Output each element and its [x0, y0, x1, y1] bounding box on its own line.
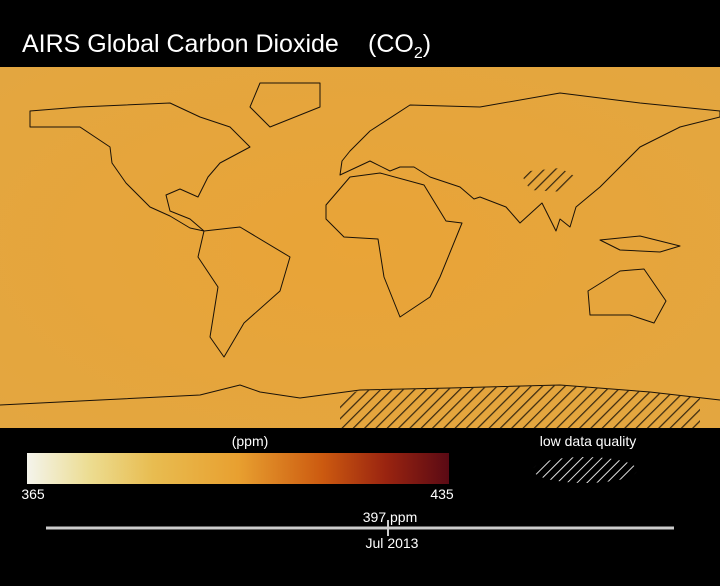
legend-hatch — [533, 457, 637, 483]
low-quality-region — [340, 385, 700, 428]
title-formula: (CO2) — [368, 30, 431, 62]
year: 2013 — [387, 535, 418, 551]
formula-part: ) — [423, 30, 431, 58]
formula-subscript: 2 — [414, 45, 423, 62]
legend-label: low data quality — [540, 433, 637, 449]
formula-part: (CO — [368, 30, 414, 58]
colorbar-unit: (ppm) — [232, 433, 269, 449]
map-background — [0, 67, 720, 428]
low-quality-region — [520, 168, 578, 192]
colorbar — [27, 453, 449, 484]
month: Jul — [366, 535, 384, 551]
current-date: Jul 2013 — [366, 535, 419, 551]
current-value: 397 ppm — [363, 509, 417, 525]
colorbar-max-label: 435 — [430, 486, 454, 502]
title: AIRS Global Carbon Dioxide — [22, 30, 339, 58]
colorbar-min-label: 365 — [21, 486, 45, 502]
